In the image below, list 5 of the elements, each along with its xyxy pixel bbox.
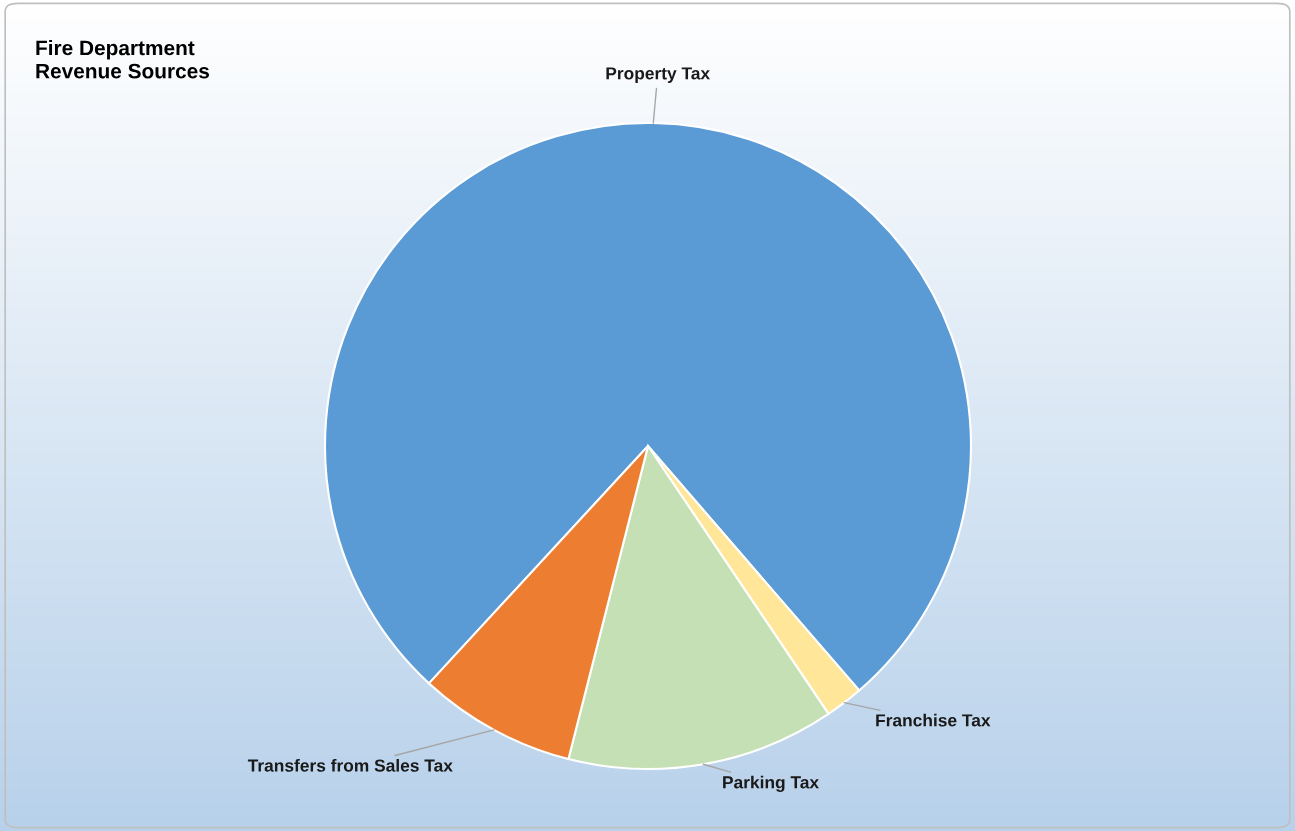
slice-label: Parking Tax xyxy=(723,775,819,792)
slice-label: Property Tax xyxy=(606,67,710,83)
slice-label: Franchise Tax xyxy=(876,713,991,727)
chart-title: Fire Department Revenue Sources xyxy=(36,40,209,79)
slice-label: Transfers from Sales Tax xyxy=(247,758,453,772)
